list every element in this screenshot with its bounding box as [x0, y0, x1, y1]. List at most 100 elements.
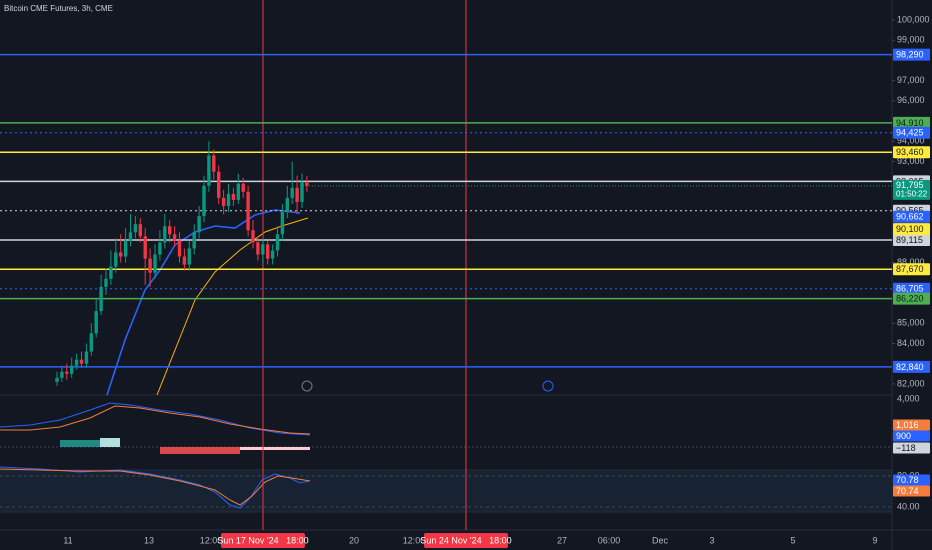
last-price-label: 91,795: [896, 180, 924, 190]
candle-body: [275, 234, 280, 251]
candle-body: [114, 252, 118, 267]
candle-body: [285, 197, 289, 213]
macd-axis-label: 4,000: [897, 393, 920, 403]
candle-body: [207, 155, 211, 186]
level-label: 82,840: [896, 362, 924, 372]
candle-body: [290, 187, 294, 198]
candle-body: [187, 248, 191, 265]
histogram-down: [160, 447, 240, 454]
cursor-badge: [221, 533, 305, 548]
x-tick-label: 27: [557, 535, 567, 545]
candle-body: [300, 181, 304, 202]
cursor-label: Sun 24 Nov '24 18:00: [420, 535, 511, 545]
candle-body: [89, 333, 93, 352]
x-tick-label: 12:00: [403, 535, 426, 545]
candle-body: [256, 242, 260, 255]
candle-body: [197, 216, 201, 233]
candle-body: [153, 254, 157, 273]
x-tick-label: 20: [349, 535, 359, 545]
ma-label: 90,100: [896, 224, 924, 234]
cursor-label: Sun 17 Nov '24 18:00: [217, 535, 308, 545]
level-badge: [893, 292, 930, 305]
y-tick-label: 99,000: [897, 35, 925, 45]
level-label: 86,220: [896, 293, 924, 303]
rsi-badge: [893, 474, 930, 486]
x-tick-label: 13: [144, 535, 154, 545]
rsi-axis-label: 40.00: [897, 501, 920, 511]
level-badge: [893, 282, 930, 295]
candle-body: [192, 232, 196, 249]
y-tick-label: 93,000: [897, 156, 925, 166]
signal-line: [0, 405, 311, 435]
candle-body: [217, 171, 221, 198]
candle-body: [177, 240, 182, 257]
candle-body: [295, 187, 299, 202]
candle-body: [280, 212, 285, 235]
candle-body: [138, 224, 142, 237]
candle-body: [270, 250, 275, 259]
candle-body: [231, 193, 236, 200]
ma-label: 90,662: [896, 212, 924, 222]
level-badge: [893, 126, 930, 139]
candle-body: [148, 258, 152, 273]
level-badge: [893, 234, 930, 247]
last-price-badge: [893, 179, 930, 200]
rsi-badge-label: 70.78: [896, 475, 919, 485]
candle-body: [266, 244, 270, 259]
x-tick-label: 5: [790, 535, 795, 545]
macd-badge-label: 900: [896, 431, 911, 441]
candle-body: [94, 311, 98, 334]
histogram-fade: [100, 438, 120, 447]
macd-badge-label: 1,016: [896, 420, 919, 430]
candle-body: [261, 244, 265, 255]
candle-body: [119, 252, 123, 257]
rsi-band: [0, 470, 892, 512]
x-tick-label: Dec: [652, 535, 669, 545]
cursor-badge: [424, 533, 508, 548]
chart-title: Bitcoin CME Futures, 3h, CME: [4, 4, 113, 13]
candle-body: [99, 286, 103, 312]
macd-histogram: [60, 438, 310, 454]
macd-badge-label: −118: [896, 443, 916, 453]
rsi-badge: [893, 485, 930, 497]
y-tick-label: 100,000: [897, 14, 930, 24]
candle-body: [60, 371, 64, 378]
event-icon[interactable]: [301, 380, 313, 392]
candle-body: [55, 377, 59, 382]
level-badge: [893, 263, 930, 276]
candle-body: [172, 234, 177, 241]
x-tick-label: 3: [709, 535, 714, 545]
macd-badge: [893, 430, 930, 442]
x-tick-label: 11: [63, 535, 72, 545]
level-label: 90,565: [896, 206, 924, 216]
level-badge: [893, 360, 930, 373]
macd-line: [0, 402, 311, 436]
candle-body: [128, 232, 133, 241]
level-badge: [893, 48, 930, 61]
candle-body: [104, 278, 108, 287]
candle-body: [123, 240, 128, 257]
candle-body: [65, 371, 69, 374]
candle-body: [79, 359, 84, 364]
ma-fast: [106, 209, 301, 396]
level-label: 93,460: [896, 147, 924, 157]
event-icon[interactable]: [542, 380, 554, 392]
candle-body: [212, 155, 216, 172]
rsi-ma: [0, 468, 311, 506]
level-label: 94,910: [896, 118, 924, 128]
histogram-fade: [240, 447, 310, 450]
candle-body: [168, 226, 172, 235]
y-tick-label: 94,000: [897, 136, 925, 146]
candle-body: [109, 266, 113, 279]
macd-badge: [893, 442, 930, 454]
candle-body: [84, 351, 89, 364]
x-tick-label: 06:00: [598, 535, 621, 545]
candle-body: [305, 181, 309, 186]
candle-body: [70, 365, 74, 374]
level-label: 98,290: [896, 49, 924, 59]
level-label: 87,670: [896, 264, 924, 274]
x-tick-label: 12:00: [200, 535, 223, 545]
candle-body: [246, 191, 250, 231]
candle-body: [163, 226, 167, 243]
candle-body: [251, 230, 255, 243]
